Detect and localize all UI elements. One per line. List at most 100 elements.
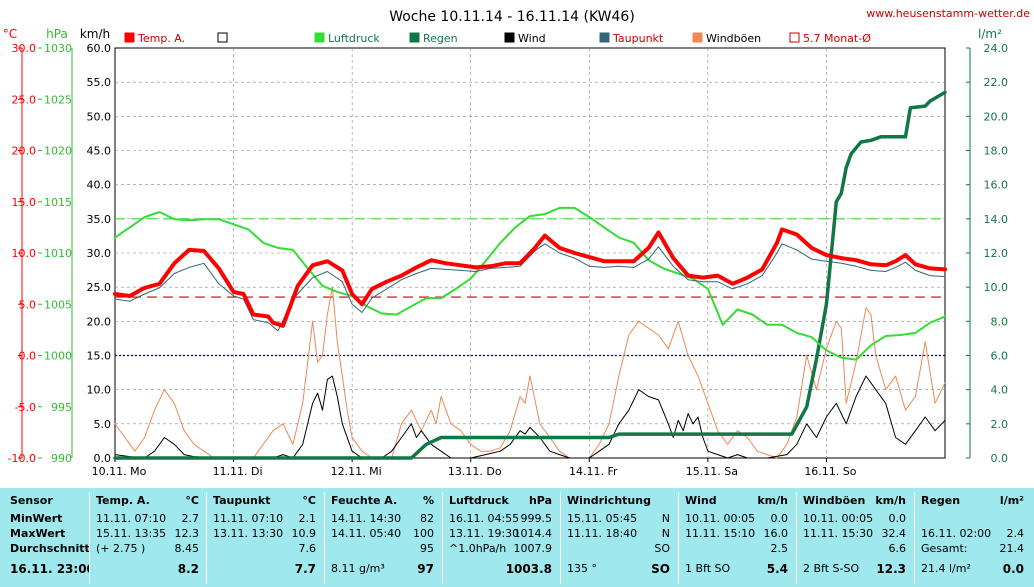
- stats-row-time: 13.11. 13:30: [213, 527, 284, 540]
- stats-header: Temp. A.: [96, 494, 150, 507]
- x-tick-1: 11.11. Di: [213, 465, 263, 478]
- stats-header-row: Taupunkt °C: [213, 494, 316, 509]
- legend-swatch-0: [124, 32, 135, 43]
- pressure-tick-4: 1010: [44, 247, 72, 260]
- stats-current-row: 21.4 l/m² 0.0: [921, 562, 1024, 577]
- stats-separator: [914, 492, 915, 584]
- stats-row: 15.11. 13:35 12.3: [96, 527, 199, 542]
- stats-row-value: 8.45: [174, 542, 200, 555]
- pressure-tick-7: 995: [51, 401, 72, 414]
- stats-row-value: 82: [420, 512, 434, 525]
- temp-tick-0: 30.0: [12, 42, 37, 55]
- website-link[interactable]: www.heusenstamm-wetter.de: [866, 7, 1030, 20]
- wind-tick-8: 20.0: [87, 315, 112, 328]
- stats-row-label: MaxWert: [10, 527, 66, 540]
- series-line-4: [114, 286, 946, 459]
- legend-swatch-3: [409, 32, 420, 43]
- stats-unit: °C: [302, 494, 316, 507]
- stats-row-time: 14.11. 14:30: [331, 512, 402, 525]
- stats-row: 11.11. 18:40 N: [567, 527, 670, 542]
- pressure-tick-5: 1005: [44, 298, 72, 311]
- stats-current-row: 8.11 g/m³ 97: [331, 562, 434, 577]
- wind-tick-6: 30.0: [87, 247, 112, 260]
- stats-row: 7.6: [213, 542, 317, 557]
- stats-current-value: 12.3: [876, 562, 906, 576]
- rain-unit-label: l/m²: [978, 27, 1002, 41]
- stats-row-value: 0.0: [770, 512, 789, 525]
- stats-row-value: 95: [420, 542, 434, 555]
- stats-panel-gust: Windböen km/h 10.11. 00:05 0.0 11.11. 15:30 3…: [797, 492, 912, 584]
- wind-tick-4: 40.0: [87, 179, 112, 192]
- legend-swatch-5: [599, 32, 610, 43]
- stats-header-row: Luftdruck hPa: [449, 494, 552, 509]
- stats-row-time: 11.11. 18:40: [567, 527, 638, 540]
- stats-row: SO: [567, 542, 670, 557]
- stats-row-value: 10.9: [291, 527, 317, 540]
- temp-tick-4: 10.0: [12, 247, 37, 260]
- legend-label-6: Windböen: [706, 32, 761, 45]
- legend-swatch-6: [692, 32, 703, 43]
- stats-header-row: Wind km/h: [685, 494, 788, 509]
- rain-tick-10: 4.0: [991, 384, 1009, 397]
- stats-row-value: 2.7: [181, 512, 200, 525]
- pressure-tick-1: 1025: [44, 93, 72, 106]
- stats-row-time: 10.11. 00:05: [685, 512, 756, 525]
- wind-tick-11: 5.0: [94, 418, 112, 431]
- stats-row-value: 32.4: [881, 527, 907, 540]
- stats-current-row: 7.7: [213, 562, 316, 577]
- stats-row: Durchschnitt: [10, 542, 90, 557]
- stats-current-row: 2 Bft S-SO 12.3: [803, 562, 906, 577]
- stats-unit: km/h: [875, 494, 906, 507]
- stats-header: Windrichtung: [567, 494, 651, 507]
- stats-separator: [678, 492, 679, 584]
- series-line-1: [114, 243, 946, 332]
- stats-unit: %: [422, 494, 434, 507]
- chart-axes: 30.025.020.015.010.05.00.0-5.0-10.010301…: [8, 42, 1008, 478]
- x-tick-0: 10.11. Mo: [92, 465, 147, 478]
- rain-tick-3: 18.0: [984, 145, 1009, 158]
- stats-row-value: 100: [413, 527, 434, 540]
- stats-row: [921, 512, 1024, 527]
- stats-row: ^1.0hPa/h 1007.9: [449, 542, 552, 557]
- stats-row-time: 15.11. 05:45: [567, 512, 638, 525]
- stats-panel-dew: Taupunkt °C 11.11. 07:10 2.1 13.11. 13:30 10.…: [207, 492, 322, 584]
- stats-row-value: 2.5: [770, 542, 789, 555]
- rain-tick-0: 24.0: [984, 42, 1009, 55]
- stats-row: 11.11. 07:10 2.1: [213, 512, 316, 527]
- stats-header-row: Regen l/m²: [921, 494, 1024, 509]
- temp-tick-6: 0.0: [19, 350, 37, 363]
- x-tick-4: 14.11. Fr: [569, 465, 618, 478]
- temp-unit-label: °C: [3, 27, 17, 41]
- x-tick-6: 16.11. So: [804, 465, 856, 478]
- stats-row-label: Durchschnitt: [10, 542, 90, 555]
- stats-separator: [796, 492, 797, 584]
- wind-tick-0: 60.0: [87, 42, 112, 55]
- wind-tick-3: 45.0: [87, 145, 112, 158]
- stats-row-time: 13.11. 19:30: [449, 527, 520, 540]
- series-line-3: [114, 375, 946, 459]
- stats-panel-sensor: Sensor MinWert MaxWert Durchschnitt 16.11. 2…: [4, 492, 95, 584]
- stats-row: 13.11. 19:30 1014.4: [449, 527, 552, 542]
- stats-header-row: Sensor: [10, 494, 82, 509]
- stats-header: Luftdruck: [449, 494, 509, 507]
- legend-label-5: Taupunkt: [612, 32, 664, 45]
- rain-tick-11: 2.0: [991, 418, 1009, 431]
- legend-swatch-4: [504, 32, 515, 43]
- series-line-0: [113, 227, 947, 328]
- stats-panel-wind: Wind km/h 10.11. 00:05 0.0 11.11. 15:10 16.0 2…: [679, 492, 794, 584]
- stats-row: 10.11. 00:05 0.0: [803, 512, 906, 527]
- pressure-tick-3: 1015: [44, 196, 72, 209]
- stats-separator: [324, 492, 325, 584]
- stats-row: 2.5: [685, 542, 789, 557]
- legend-label-7: 5.7 Monat-Ø: [803, 32, 871, 45]
- stats-row-time: 14.11. 05:40: [331, 527, 402, 540]
- series-line-2: [114, 206, 946, 361]
- stats-row-value: 7.6: [298, 542, 317, 555]
- stats-row: 14.11. 05:40 100: [331, 527, 434, 542]
- stats-row-value: 6.6: [888, 542, 907, 555]
- wind-tick-1: 55.0: [87, 76, 112, 89]
- stats-current-row: 8.2: [96, 562, 199, 577]
- stats-row: 95: [331, 542, 434, 557]
- stats-footer-note: 8.11 g/m³: [331, 562, 385, 575]
